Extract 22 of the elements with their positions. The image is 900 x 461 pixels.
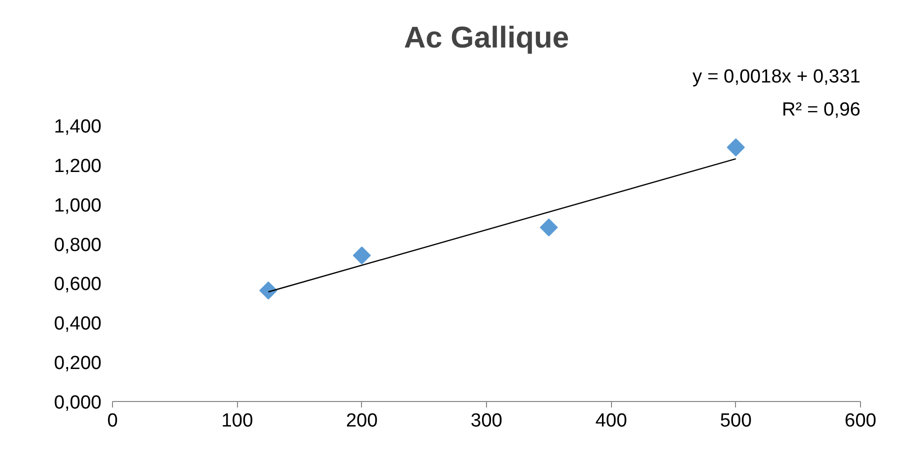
chart-title: Ac Gallique — [404, 22, 570, 54]
x-tick-label: 200 — [346, 410, 378, 432]
y-tick-label: 0,600 — [54, 274, 102, 296]
point — [540, 218, 558, 236]
x-tick-label: 100 — [221, 410, 254, 432]
x-tick-label: 300 — [470, 410, 502, 432]
x-tick-label: 400 — [595, 410, 628, 432]
text: y = 0,0018x + 0,331 — [692, 66, 860, 88]
x-tick-label: 600 — [844, 410, 876, 432]
y-tick-label: 0,200 — [54, 353, 102, 374]
y-tick-label: 1,200 — [54, 156, 102, 177]
text: R² = 0,96 — [782, 100, 861, 120]
point — [352, 246, 371, 264]
point — [726, 138, 745, 156]
x-tick-label: 500 — [720, 410, 752, 432]
point — [259, 282, 278, 300]
y-tick-label: 0,800 — [54, 234, 102, 256]
y-tick-label: 0,000 — [54, 392, 102, 414]
y-tick-label: 1,400 — [54, 116, 102, 138]
x-tick-label: 0 — [107, 410, 118, 432]
y-tick-label: 1,000 — [54, 195, 102, 216]
y-tick-label: 0,400 — [54, 314, 102, 335]
